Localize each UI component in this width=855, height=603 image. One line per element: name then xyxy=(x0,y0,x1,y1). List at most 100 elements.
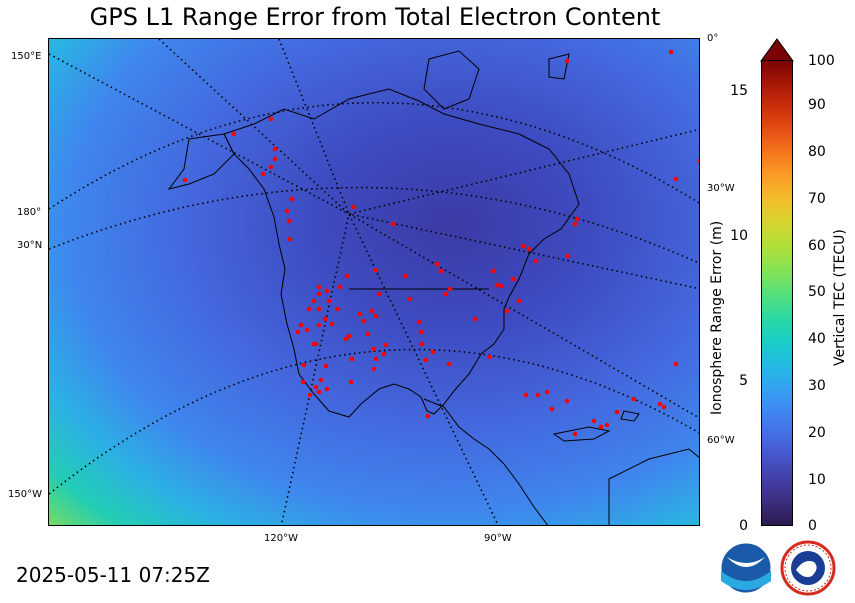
station-marker xyxy=(268,164,274,170)
colorbar-extend-arrow xyxy=(760,38,794,62)
tec-tick: 50 xyxy=(808,284,826,300)
station-marker xyxy=(371,346,377,352)
timestamp: 2025-05-11 07:25Z xyxy=(16,563,210,587)
station-marker xyxy=(447,286,453,292)
station-marker xyxy=(425,413,431,419)
station-marker xyxy=(544,389,550,395)
range-error-tick: 0 xyxy=(739,518,748,534)
station-marker xyxy=(434,261,440,267)
station-marker xyxy=(316,291,322,297)
tec-field xyxy=(49,39,699,525)
station-marker xyxy=(365,331,371,337)
station-marker xyxy=(574,216,580,222)
map-label-120w: 120°W xyxy=(264,533,298,544)
tec-tick: 10 xyxy=(808,472,826,488)
station-marker xyxy=(526,246,532,252)
station-marker xyxy=(572,431,578,437)
station-marker xyxy=(416,319,422,325)
station-marker xyxy=(287,236,293,242)
station-marker xyxy=(344,273,350,279)
tec-tick: 60 xyxy=(808,238,826,254)
station-marker xyxy=(316,389,322,395)
station-marker xyxy=(182,177,188,183)
station-marker xyxy=(423,357,429,363)
station-marker xyxy=(661,404,667,410)
station-marker xyxy=(313,341,319,347)
station-marker xyxy=(324,288,330,294)
coastlines xyxy=(167,50,699,525)
station-marker xyxy=(295,329,301,335)
station-marker xyxy=(572,221,578,227)
station-marker xyxy=(272,146,278,152)
tec-tick: 40 xyxy=(808,331,826,347)
map-label-150e: 150°E xyxy=(11,51,42,62)
tec-tick: 70 xyxy=(808,191,826,207)
station-marker xyxy=(549,406,555,412)
station-marker xyxy=(371,366,377,372)
station-marker xyxy=(369,308,375,314)
station-marker xyxy=(260,171,266,177)
station-marker xyxy=(657,401,663,407)
station-marker xyxy=(668,49,674,55)
station-marker xyxy=(598,424,604,430)
station-marker xyxy=(443,291,449,297)
station-marker xyxy=(298,322,304,328)
tec-tick: 20 xyxy=(808,425,826,441)
station-marker xyxy=(351,204,357,210)
station-marker xyxy=(490,268,496,274)
station-marker xyxy=(301,362,307,368)
noaa-logo xyxy=(720,542,772,594)
station-marker xyxy=(316,322,322,328)
station-marker xyxy=(494,282,500,288)
station-marker xyxy=(316,306,322,312)
station-marker xyxy=(346,333,352,339)
station-marker xyxy=(335,306,341,312)
station-marker xyxy=(523,392,529,398)
station-marker xyxy=(304,327,310,333)
station-marker xyxy=(316,284,322,290)
station-marker xyxy=(631,396,637,402)
station-marker xyxy=(306,306,312,312)
map-label-90w: 90°W xyxy=(484,533,512,544)
station-marker xyxy=(381,351,387,357)
station-marker xyxy=(376,291,382,297)
station-marker xyxy=(318,377,324,383)
tec-tick: 0 xyxy=(808,518,817,534)
colorbar xyxy=(761,60,793,526)
map-label-30w: 30°W xyxy=(707,183,735,194)
station-marker xyxy=(446,361,452,367)
station-marker xyxy=(591,418,597,424)
tec-tick: 90 xyxy=(808,97,826,113)
station-marker xyxy=(510,276,516,282)
station-marker xyxy=(565,253,571,259)
station-marker xyxy=(383,342,389,348)
station-marker xyxy=(373,356,379,362)
station-marker xyxy=(361,318,367,324)
station-marker xyxy=(673,361,679,367)
station-marker xyxy=(614,409,620,415)
map-label-180: 180° xyxy=(17,207,42,218)
station-marker xyxy=(323,363,329,369)
tec-axis-label: Vertical TEC (TECU) xyxy=(832,229,848,366)
station-marker xyxy=(307,392,313,398)
station-marker xyxy=(487,354,493,360)
station-marker xyxy=(324,386,330,392)
station-marker xyxy=(520,243,526,249)
station-marker xyxy=(349,356,355,362)
map-label-30n: 30°N xyxy=(17,240,43,251)
station-marker xyxy=(430,349,436,355)
station-marker xyxy=(390,221,396,227)
station-marker xyxy=(373,313,379,319)
range-error-tick: 5 xyxy=(739,373,748,389)
station-marker xyxy=(357,311,363,317)
station-marker xyxy=(289,196,295,202)
station-marker xyxy=(516,298,522,304)
graticule xyxy=(49,39,699,525)
station-marker xyxy=(373,267,379,273)
range-error-tick: 10 xyxy=(730,228,748,244)
map-label-150w: 150°W xyxy=(8,489,42,500)
station-marker xyxy=(313,384,319,390)
station-marker xyxy=(326,298,332,304)
station-marker xyxy=(407,296,413,302)
station-marker xyxy=(564,58,570,64)
